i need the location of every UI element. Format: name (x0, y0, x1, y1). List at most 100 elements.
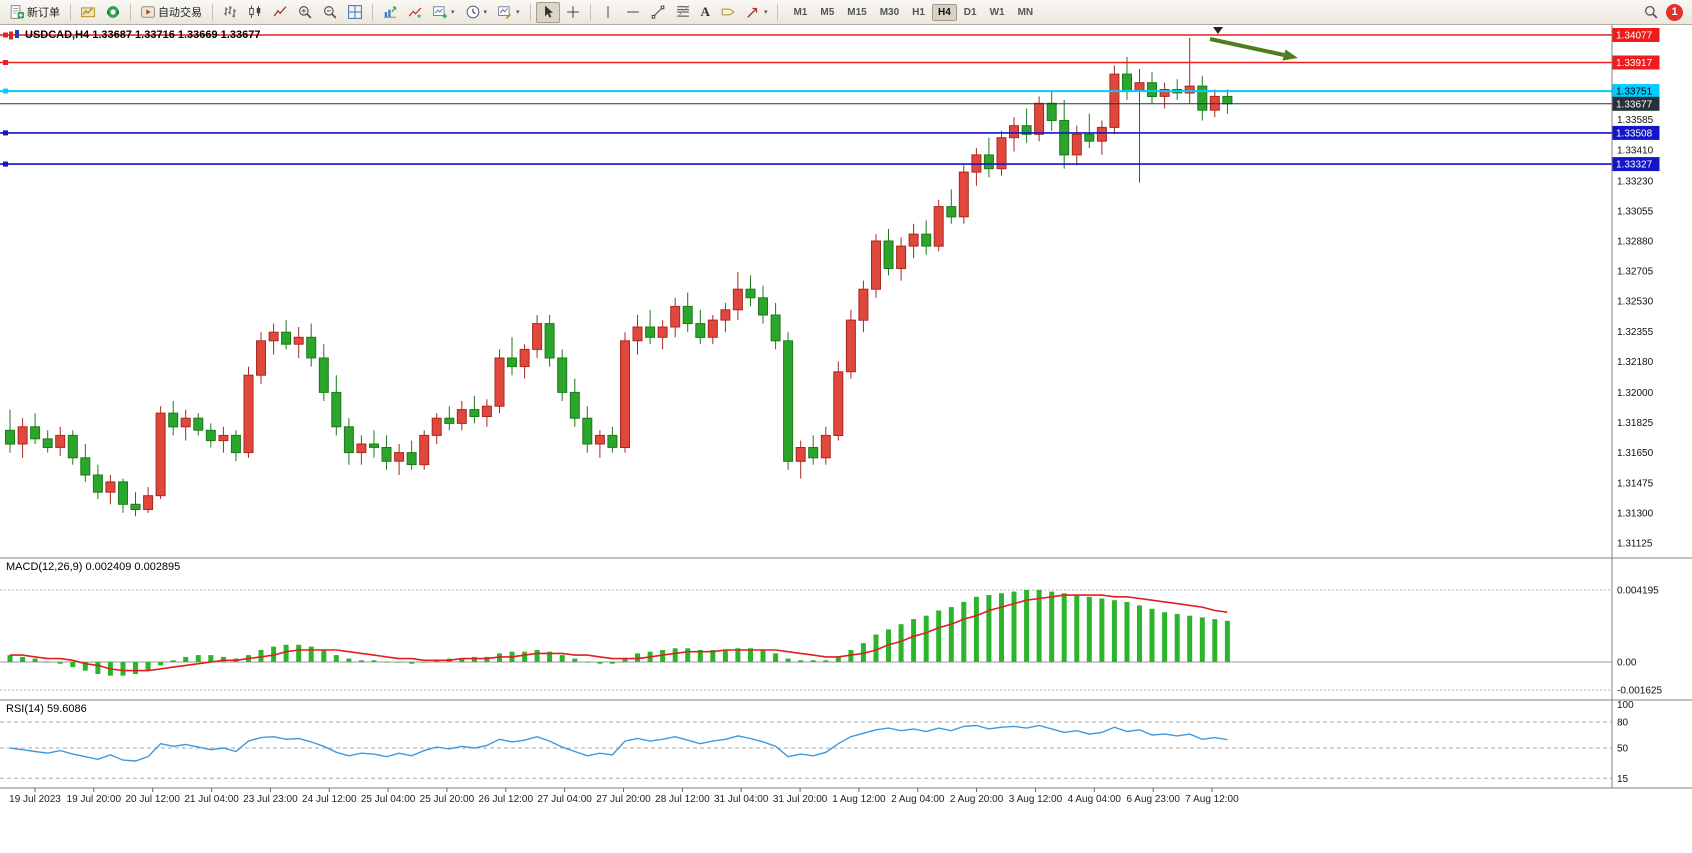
timeframe-button-m30[interactable]: M30 (879, 6, 900, 18)
new-chart-button[interactable]: ▾ (428, 2, 460, 23)
chevron-down-icon: ▾ (483, 9, 488, 16)
timeframe-button-m15[interactable]: M15 (847, 6, 867, 18)
timeframe-button-m5[interactable]: M5 (820, 6, 835, 18)
line-chart-button[interactable] (268, 2, 292, 23)
timeframe-button-mn[interactable]: MN (1017, 6, 1034, 18)
chart-canvas[interactable]: 1.33585 1.33410 1.33230 1.33055 1.32880 1.327… (0, 25, 1692, 853)
horizontal-line-button[interactable] (621, 2, 645, 23)
label-icon (721, 5, 735, 19)
svg-text:24 Jul 12:00: 24 Jul 12:00 (302, 794, 357, 805)
chevron-down-icon: ▾ (451, 9, 455, 16)
chart-title: USDCAD,H4 1.33687 1.33716 1.33669 1.3367… (8, 29, 260, 41)
trend-arrow-head (1282, 49, 1298, 61)
indicators-button[interactable] (378, 2, 402, 23)
bar-chart-button[interactable] (218, 2, 242, 23)
community-button[interactable] (101, 2, 125, 23)
svg-text:1.33751: 1.33751 (1616, 87, 1653, 98)
chart-window: 1.33585 1.33410 1.33230 1.33055 1.32880 1.327… (0, 25, 1692, 853)
objects-list-icon (408, 5, 422, 18)
svg-text:2 Aug 20:00: 2 Aug 20:00 (950, 794, 1004, 805)
svg-text:15: 15 (1617, 774, 1629, 785)
price-label-1.33327: 1.33327 (1612, 157, 1660, 172)
candlestick-chart-button[interactable] (243, 2, 267, 23)
timeframe-button-d1[interactable]: D1 (963, 6, 977, 18)
rsi-line (9, 724, 1228, 762)
svg-text:1.31650: 1.31650 (1617, 448, 1654, 459)
search-button[interactable] (1639, 2, 1663, 23)
svg-text:20 Jul 12:00: 20 Jul 12:00 (125, 794, 180, 805)
toolbar-separator (529, 3, 531, 21)
svg-text:1.32000: 1.32000 (1617, 388, 1654, 399)
timeframe-button-m1[interactable]: M1 (793, 6, 808, 18)
macd-histogram (7, 589, 1230, 676)
svg-text:1.33230: 1.33230 (1617, 176, 1654, 187)
svg-text:3 Aug 12:00: 3 Aug 12:00 (1009, 794, 1063, 805)
vertical-line-button[interactable] (596, 2, 620, 23)
fibonacci-button[interactable] (671, 2, 695, 23)
clock-icon (466, 5, 480, 19)
text-tool-button[interactable]: A (696, 2, 715, 23)
autotrading-label: 自动交易 (158, 7, 202, 19)
zoom-in-button[interactable] (293, 2, 317, 23)
crosshair-button[interactable] (561, 2, 585, 23)
svg-text:1.32705: 1.32705 (1617, 267, 1654, 278)
timeframe-button-h1[interactable]: H1 (912, 6, 925, 18)
svg-text:1.31825: 1.31825 (1617, 418, 1654, 429)
chart-profiles-button[interactable] (76, 2, 100, 23)
zoom-out-button[interactable] (318, 2, 342, 23)
svg-text:27 Jul 20:00: 27 Jul 20:00 (596, 794, 651, 805)
period-button[interactable]: ▾ (461, 2, 493, 23)
macd-indicator-label: MACD(12,26,9) 0.002409 0.002895 (6, 561, 181, 573)
tile-windows-button[interactable] (343, 2, 367, 23)
svg-text:25 Jul 20:00: 25 Jul 20:00 (420, 794, 475, 805)
tile-windows-icon (348, 5, 362, 19)
trendline-button[interactable] (646, 2, 670, 23)
autotrading-button[interactable]: 自动交易 (136, 2, 207, 23)
new-chart-icon (433, 5, 447, 19)
svg-text:1.32355: 1.32355 (1617, 327, 1654, 338)
toolbar-separator (212, 3, 213, 21)
svg-text:50: 50 (1617, 744, 1629, 755)
toolbar-separator (70, 3, 71, 21)
price-axis: 1.33585 1.33410 1.33230 1.33055 1.32880 1.327… (1617, 115, 1662, 785)
svg-text:1.33677: 1.33677 (1616, 99, 1653, 110)
timeframe-button-h4[interactable]: H4 (931, 3, 957, 21)
svg-text:19 Jul 20:00: 19 Jul 20:00 (67, 794, 122, 805)
chart-title-text: USDCAD,H4 1.33687 1.33716 1.33669 1.3367… (25, 29, 261, 41)
notification-badge[interactable]: 1 (1666, 3, 1683, 21)
shapes-button[interactable]: ▾ (741, 2, 773, 23)
svg-text:19 Jul 2023: 19 Jul 2023 (9, 794, 61, 805)
candlestick-chart-icon (248, 5, 261, 19)
cursor-button[interactable] (535, 1, 560, 23)
svg-text:1.32530: 1.32530 (1617, 297, 1654, 308)
svg-text:25 Jul 04:00: 25 Jul 04:00 (361, 794, 416, 805)
new-order-button[interactable]: 新订单 (5, 2, 65, 23)
chart-profiles-icon (81, 5, 95, 19)
candlesticks[interactable] (5, 37, 1233, 517)
svg-text:-0.001625: -0.001625 (1617, 685, 1662, 696)
svg-text:1.33055: 1.33055 (1617, 206, 1654, 217)
svg-text:1.33917: 1.33917 (1616, 58, 1653, 69)
svg-text:1.33410: 1.33410 (1617, 145, 1654, 156)
svg-text:0.004195: 0.004195 (1617, 586, 1659, 597)
line-chart-icon (273, 5, 287, 19)
timeframe-group: M1 M5 M15 M30 H1 H4 D1 W1 MN (787, 3, 1039, 21)
svg-text:27 Jul 04:00: 27 Jul 04:00 (537, 794, 592, 805)
objects-list-button[interactable] (403, 2, 427, 23)
price-label-1.33677: 1.33677 (1612, 96, 1660, 111)
toolbar-separator (372, 3, 373, 21)
svg-text:1.32880: 1.32880 (1617, 237, 1654, 248)
symbol-icon (9, 30, 19, 40)
trend-arrow[interactable] (1209, 37, 1285, 57)
svg-text:4 Aug 04:00: 4 Aug 04:00 (1068, 794, 1122, 805)
svg-text:1.31475: 1.31475 (1617, 478, 1654, 489)
svg-text:31 Jul 20:00: 31 Jul 20:00 (773, 794, 828, 805)
price-label-1.34077: 1.34077 (1612, 28, 1660, 42)
svg-text:1.32180: 1.32180 (1617, 357, 1654, 368)
svg-text:1.33508: 1.33508 (1616, 128, 1653, 139)
new-order-icon (10, 5, 24, 19)
templates-button[interactable]: ▾ (493, 2, 525, 23)
timeframe-button-w1[interactable]: W1 (989, 6, 1005, 18)
svg-text:1.33327: 1.33327 (1616, 160, 1653, 171)
label-tool-button[interactable] (716, 2, 740, 23)
